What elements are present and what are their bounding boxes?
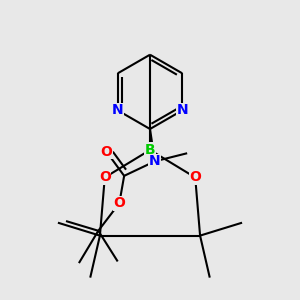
Text: N: N [112,103,124,117]
Text: O: O [113,196,125,210]
Text: O: O [100,145,112,159]
Text: N: N [149,154,161,168]
Text: O: O [99,170,111,184]
Text: O: O [189,170,201,184]
Text: N: N [176,103,188,117]
Text: B: B [145,143,155,157]
